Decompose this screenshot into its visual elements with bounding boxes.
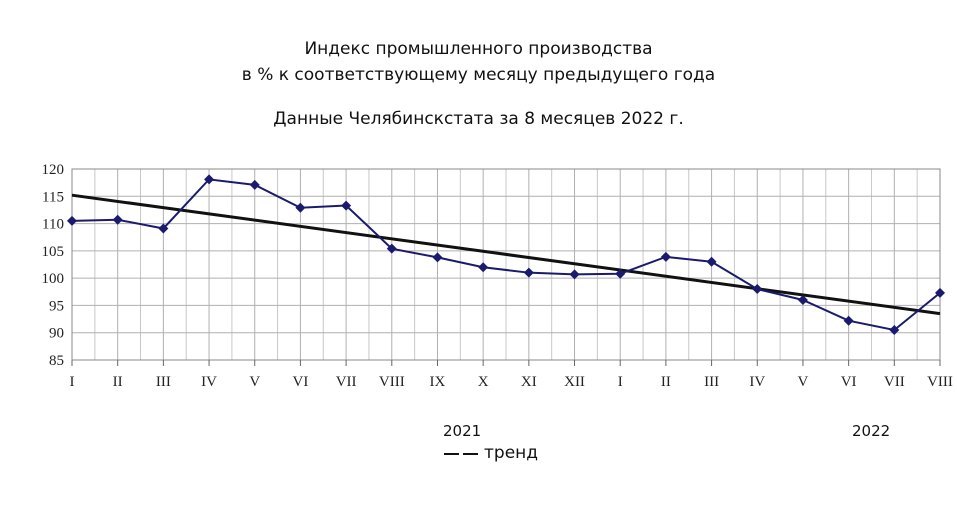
y-tick-label: 105: [42, 244, 65, 260]
data-point-marker: [615, 268, 626, 279]
data-point-marker: [660, 251, 671, 262]
data-point-marker: [752, 284, 763, 295]
x-tick-label: VIII: [927, 374, 953, 390]
data-series-group: [67, 174, 945, 335]
x-tick-label: XI: [521, 374, 537, 390]
y-axis-ticks: 85 90 95 100 105 110 115 120: [42, 162, 65, 369]
chart-title-line2: в % к соответствующему месяцу предыдущег…: [241, 65, 716, 85]
data-point-marker: [67, 215, 77, 226]
x-tick-label: VI: [293, 374, 309, 390]
x-tick-label: IV: [749, 374, 765, 390]
data-point-marker: [889, 324, 900, 335]
data-point-marker: [112, 214, 123, 225]
x-tick-label: IV: [201, 374, 217, 390]
data-point-marker: [204, 174, 215, 185]
y-tick-label: 115: [42, 189, 64, 205]
x-tick-label: VI: [841, 374, 857, 390]
y-tick-label: 95: [49, 298, 64, 314]
legend-trend-swatch: [444, 443, 478, 463]
y-tick-label: 100: [42, 271, 65, 287]
data-point-marker: [386, 243, 397, 254]
x-tick-label: V: [798, 374, 809, 390]
y-tick-label: 110: [42, 217, 64, 233]
data-point-marker: [341, 200, 352, 211]
data-point-marker: [158, 223, 169, 234]
series-line: [71, 178, 941, 332]
data-point-marker: [569, 269, 580, 280]
data-point-marker: [706, 256, 717, 267]
data-point-marker: [478, 262, 489, 273]
chart-title-block: Индекс промышленного производства в % к …: [0, 36, 957, 132]
data-point-marker: [432, 252, 443, 263]
plot-frame: [71, 168, 941, 361]
data-point-marker: [797, 294, 808, 305]
y-tick-label: 90: [49, 326, 64, 342]
x-tick-label: I: [70, 374, 75, 390]
chart-title: Индекс промышленного производства: [304, 39, 653, 59]
trend-line: [71, 193, 941, 316]
chart-grid: [71, 168, 941, 366]
x-tick-label: IX: [430, 374, 446, 390]
x-tick-label: I: [618, 374, 623, 390]
x-tick-label: II: [661, 374, 671, 390]
trend-line-group: [71, 193, 941, 316]
legend-trend-label: тренд: [484, 443, 539, 463]
year-label: 2021: [443, 422, 482, 440]
x-tick-label: III: [156, 374, 171, 390]
data-point-marker: [843, 315, 854, 326]
chart-subtitle: Данные Челябинскстата за 8 месяцев 2022 …: [273, 109, 684, 129]
year-label: 2022: [852, 422, 891, 440]
data-point-marker: [249, 179, 260, 190]
x-tick-label: XII: [564, 374, 585, 390]
data-point-marker: [523, 267, 534, 278]
legend: тренд: [444, 443, 538, 463]
y-tick-label: 120: [42, 162, 65, 178]
x-tick-label: VIII: [379, 374, 405, 390]
data-point-marker: [295, 202, 306, 213]
x-tick-label: VII: [884, 374, 905, 390]
x-tick-label: VII: [336, 374, 357, 390]
x-tick-label: II: [113, 374, 123, 390]
data-point-marker: [935, 287, 945, 298]
x-tick-label: V: [249, 374, 260, 390]
x-tick-label: X: [478, 374, 489, 390]
x-axis-ticks: I II III IV V VI VII VIII IX X XI XII I II III IV V VI VII…: [70, 374, 953, 390]
x-tick-label: III: [704, 374, 719, 390]
y-tick-label: 85: [49, 353, 64, 369]
